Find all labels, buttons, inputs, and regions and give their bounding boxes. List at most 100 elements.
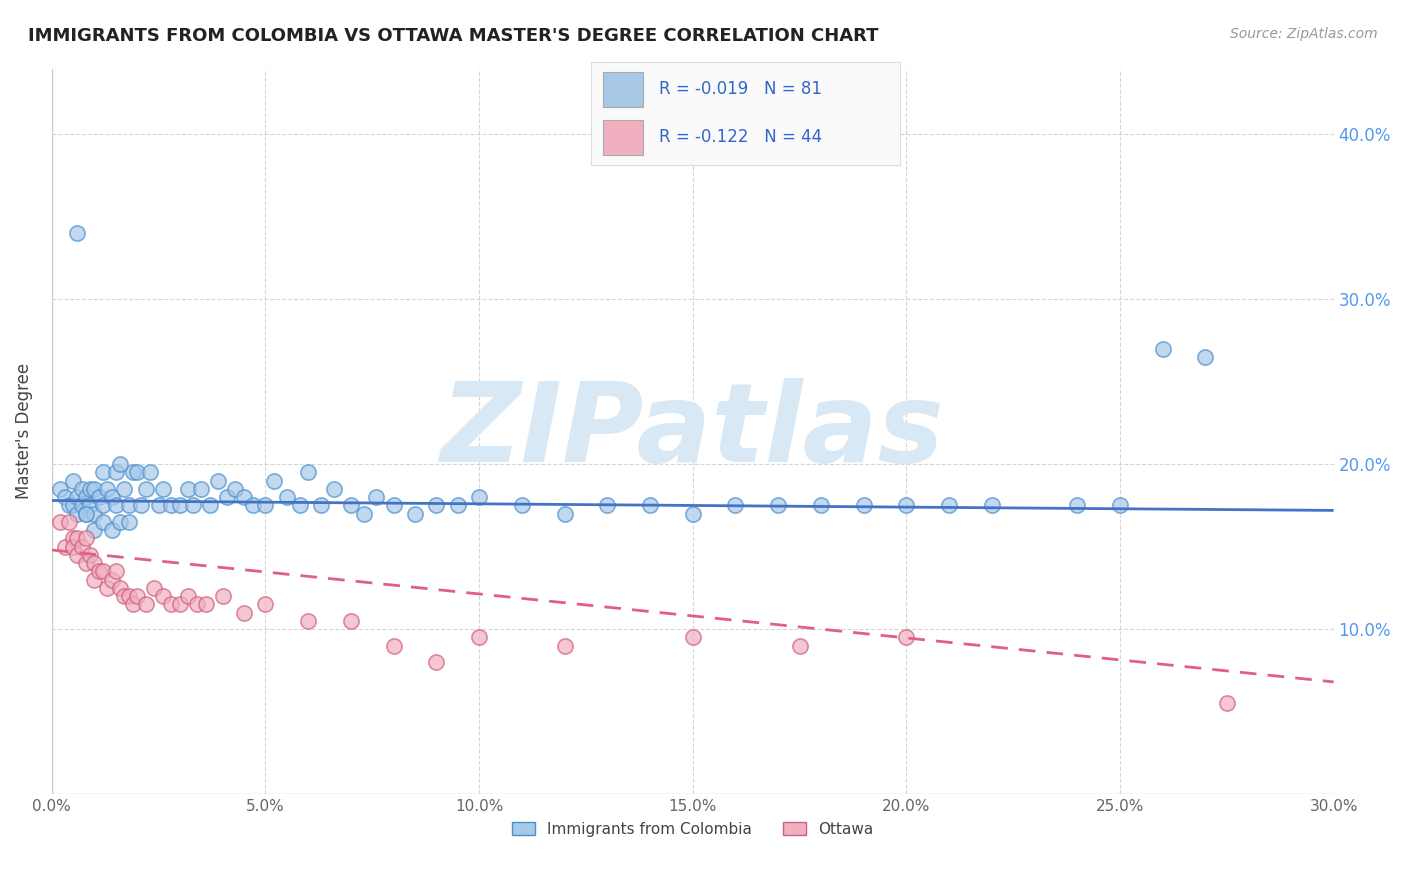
Point bbox=[62, 474, 84, 488]
Point bbox=[340, 614, 363, 628]
Point bbox=[724, 499, 747, 513]
Point bbox=[131, 499, 153, 513]
Point bbox=[70, 499, 93, 513]
Point bbox=[938, 499, 960, 513]
Point bbox=[104, 565, 127, 579]
Point bbox=[118, 499, 141, 513]
Point bbox=[62, 540, 84, 554]
Point bbox=[353, 507, 375, 521]
Point bbox=[288, 499, 311, 513]
Point bbox=[66, 532, 89, 546]
Point bbox=[127, 466, 149, 480]
Point bbox=[143, 581, 166, 595]
Point bbox=[276, 490, 298, 504]
Point bbox=[91, 565, 114, 579]
Point bbox=[254, 598, 277, 612]
Point bbox=[49, 515, 72, 529]
Point bbox=[233, 490, 256, 504]
Point bbox=[70, 540, 93, 554]
Point bbox=[122, 598, 145, 612]
Point bbox=[79, 548, 101, 562]
Point bbox=[127, 589, 149, 603]
Point bbox=[425, 499, 447, 513]
Point bbox=[207, 474, 229, 488]
Point bbox=[682, 631, 704, 645]
Point bbox=[58, 499, 80, 513]
Point bbox=[198, 499, 221, 513]
Point bbox=[139, 466, 162, 480]
Point bbox=[58, 515, 80, 529]
Point bbox=[91, 499, 114, 513]
Point bbox=[1194, 350, 1216, 364]
Point bbox=[100, 573, 122, 587]
Point bbox=[682, 507, 704, 521]
Point bbox=[96, 482, 118, 496]
Point bbox=[382, 499, 405, 513]
Point bbox=[224, 482, 246, 496]
Point bbox=[91, 466, 114, 480]
Text: R = -0.122   N = 44: R = -0.122 N = 44 bbox=[658, 128, 821, 146]
Point bbox=[148, 499, 170, 513]
Point bbox=[75, 490, 97, 504]
Point bbox=[112, 482, 135, 496]
Point bbox=[510, 499, 533, 513]
Point bbox=[83, 523, 105, 537]
Point bbox=[340, 499, 363, 513]
Point bbox=[152, 482, 174, 496]
Point bbox=[1109, 499, 1132, 513]
Point bbox=[87, 490, 110, 504]
Point bbox=[254, 499, 277, 513]
Point bbox=[896, 631, 918, 645]
Point bbox=[53, 540, 76, 554]
Point bbox=[83, 556, 105, 570]
Point bbox=[66, 507, 89, 521]
Point bbox=[96, 581, 118, 595]
Point bbox=[79, 482, 101, 496]
Point bbox=[366, 490, 388, 504]
Point bbox=[852, 499, 875, 513]
Point bbox=[1152, 342, 1174, 356]
Point bbox=[160, 499, 183, 513]
Point bbox=[104, 499, 127, 513]
Point bbox=[169, 499, 191, 513]
Point bbox=[49, 482, 72, 496]
Point bbox=[135, 482, 157, 496]
Point bbox=[62, 532, 84, 546]
Point bbox=[87, 565, 110, 579]
Point bbox=[83, 482, 105, 496]
Point bbox=[104, 466, 127, 480]
Point bbox=[181, 499, 204, 513]
Point bbox=[553, 639, 575, 653]
Point bbox=[79, 499, 101, 513]
Point bbox=[596, 499, 619, 513]
Point bbox=[382, 639, 405, 653]
Point bbox=[980, 499, 1002, 513]
Point bbox=[553, 507, 575, 521]
Point bbox=[447, 499, 470, 513]
Point bbox=[83, 573, 105, 587]
Point bbox=[404, 507, 426, 521]
Legend: Immigrants from Colombia, Ottawa: Immigrants from Colombia, Ottawa bbox=[505, 814, 880, 845]
Point bbox=[100, 523, 122, 537]
Point bbox=[75, 507, 97, 521]
Point bbox=[66, 227, 89, 241]
Point bbox=[638, 499, 661, 513]
Point bbox=[62, 499, 84, 513]
Point bbox=[468, 490, 491, 504]
Point bbox=[425, 655, 447, 669]
Point bbox=[70, 482, 93, 496]
Point bbox=[211, 589, 233, 603]
Point bbox=[75, 532, 97, 546]
Point bbox=[75, 507, 97, 521]
Point bbox=[215, 490, 238, 504]
Point bbox=[108, 515, 131, 529]
Text: ZIPatlas: ZIPatlas bbox=[441, 378, 945, 484]
Point bbox=[233, 606, 256, 620]
FancyBboxPatch shape bbox=[603, 120, 643, 155]
Point bbox=[53, 490, 76, 504]
Point bbox=[194, 598, 217, 612]
Point bbox=[118, 515, 141, 529]
Y-axis label: Master's Degree: Master's Degree bbox=[15, 363, 32, 500]
FancyBboxPatch shape bbox=[603, 71, 643, 106]
Point bbox=[810, 499, 832, 513]
